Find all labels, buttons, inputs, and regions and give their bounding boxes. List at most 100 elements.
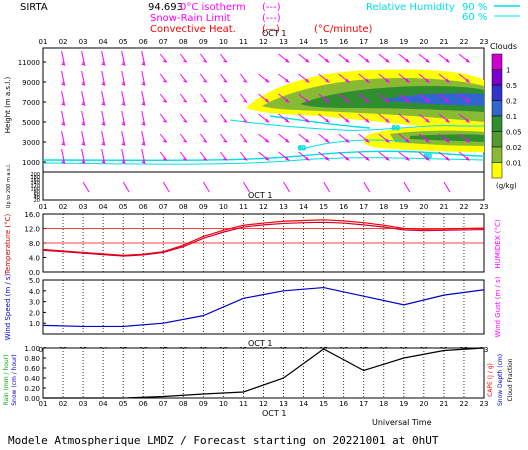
wind-arrowhead xyxy=(425,118,431,123)
hour-tick-label: 21 xyxy=(439,38,448,46)
wind-arrowhead xyxy=(243,78,248,83)
wind-arrow xyxy=(121,90,126,106)
wind-arrowhead xyxy=(365,156,370,161)
hour-tick-label: 09 xyxy=(199,203,208,211)
lowlevel-axis-label: Up to 200 m a.s.l. xyxy=(6,163,12,208)
wind-arrow xyxy=(258,133,269,143)
temperature-panel: 16.0 12.0 8.0 4.0 0.0 Temperature (°C) HUMIDEX… xyxy=(4,211,502,277)
colorbar-swatch xyxy=(491,84,503,101)
wind-arrow xyxy=(458,151,470,161)
wind-arrow xyxy=(378,133,390,143)
wind-arrowhead xyxy=(285,98,290,103)
wind-arrow xyxy=(378,113,390,123)
wind-arrow xyxy=(141,110,146,126)
lowlevel-tick-label: 60 xyxy=(34,192,40,198)
temperature-axis-label: Temperature (°C) xyxy=(4,214,12,276)
hour-tick-label: 19 xyxy=(399,38,408,46)
wind-arrow xyxy=(101,148,106,164)
wind-arrow xyxy=(418,151,430,161)
wind-arrowhead xyxy=(385,118,390,123)
wind-arrowhead xyxy=(325,138,330,143)
wind-arrowhead xyxy=(223,98,228,103)
lowlevel-tick-label: 160 xyxy=(30,178,40,184)
wind-arrowhead xyxy=(445,58,451,63)
legend-units: (°C/minute) xyxy=(314,24,373,35)
wind-arrowhead xyxy=(445,78,451,83)
date-label: OCT 1 xyxy=(248,339,272,348)
wind-speed-axis-label: Wind Speed (m / s) xyxy=(4,273,12,340)
wind-arrowhead xyxy=(81,159,86,164)
wind-arrow xyxy=(278,151,289,161)
wind-arrow xyxy=(398,151,410,161)
wind-arrow xyxy=(318,73,329,83)
wind-arrowhead xyxy=(445,98,451,103)
wind-arrowhead xyxy=(61,159,66,164)
hour-tick-label: 02 xyxy=(59,400,68,408)
wind-arrowhead xyxy=(445,138,451,143)
hour-tick-label: 13 xyxy=(279,203,288,211)
wind-arrow xyxy=(61,148,66,164)
wind-arrowhead xyxy=(163,58,168,63)
wind-arrowhead xyxy=(223,156,228,161)
hour-tick-label: 16 xyxy=(339,400,348,408)
y-tick-label: 0.40 xyxy=(24,375,40,383)
colorbar-swatch xyxy=(491,53,503,70)
coords-label: 94.693 xyxy=(148,2,183,13)
hour-tick-label: 13 xyxy=(279,38,288,46)
wind-arrow xyxy=(398,93,410,103)
wind-arrowhead xyxy=(101,101,106,106)
lowlevel-tick-label: 40 xyxy=(34,195,40,201)
wind-arrow xyxy=(121,50,126,66)
hour-tick-label: 07 xyxy=(159,400,168,408)
wind-arrowhead xyxy=(121,159,126,164)
wind-arrowhead xyxy=(243,156,248,161)
hour-tick-label: 01 xyxy=(39,38,48,46)
colorbar-tick-label: 1 xyxy=(506,67,510,75)
wind-arrow xyxy=(121,130,126,146)
station-label: SIRTA xyxy=(20,2,48,13)
wind-arrowhead xyxy=(345,138,350,143)
contour-label: 60 xyxy=(298,145,306,152)
wind-arrowhead xyxy=(325,118,330,123)
wind-arrow xyxy=(162,181,170,193)
wind-arrow xyxy=(81,130,86,146)
wind-arrow xyxy=(298,93,309,103)
wind-arrowhead xyxy=(285,118,290,123)
wind-arrowhead xyxy=(121,141,126,146)
wind-arrowhead xyxy=(61,81,66,86)
wind-arrowhead xyxy=(305,118,310,123)
wind-arrowhead xyxy=(365,58,370,63)
wind-arrow xyxy=(298,53,309,63)
wind-arrowhead xyxy=(365,138,370,143)
hour-tick-label: 12 xyxy=(259,203,268,211)
wind-arrow xyxy=(298,151,309,161)
hour-tick-label: 08 xyxy=(179,38,188,46)
wind-gust-axis-label: Wind Gust (m / s) xyxy=(494,276,502,337)
wind-arrow xyxy=(101,130,106,146)
wind-arrowhead xyxy=(203,78,208,83)
hour-tick-label: 21 xyxy=(439,400,448,408)
wind-arrowhead xyxy=(141,121,146,126)
wind-arrowhead xyxy=(305,98,310,103)
height-tick-label: 7000 xyxy=(22,99,40,107)
wind-arrow xyxy=(278,133,289,143)
wind-arrowhead xyxy=(285,58,290,63)
hour-tick-label: 20 xyxy=(419,203,428,211)
wind-arrowhead xyxy=(141,141,146,146)
wind-arrowhead xyxy=(385,78,390,83)
hour-tick-label: 16 xyxy=(339,203,348,211)
wind-arrow xyxy=(101,90,106,106)
hour-tick-label: 08 xyxy=(179,400,188,408)
wind-arrowhead xyxy=(425,98,431,103)
wind-arrow xyxy=(358,53,370,63)
wind-arrowhead xyxy=(183,156,188,161)
wind-arrow xyxy=(378,93,390,103)
rh-value: 90 % xyxy=(462,2,487,13)
rh-label: Relative Humidity xyxy=(366,2,455,13)
cape-axis-label: CAPE (J / g) xyxy=(487,363,494,397)
wind-arrowhead xyxy=(425,138,431,143)
hour-tick-label: 03 xyxy=(79,400,88,408)
wind-arrowhead xyxy=(345,118,350,123)
wind-arrowhead xyxy=(285,156,290,161)
hour-tick-label: 17 xyxy=(359,400,368,408)
